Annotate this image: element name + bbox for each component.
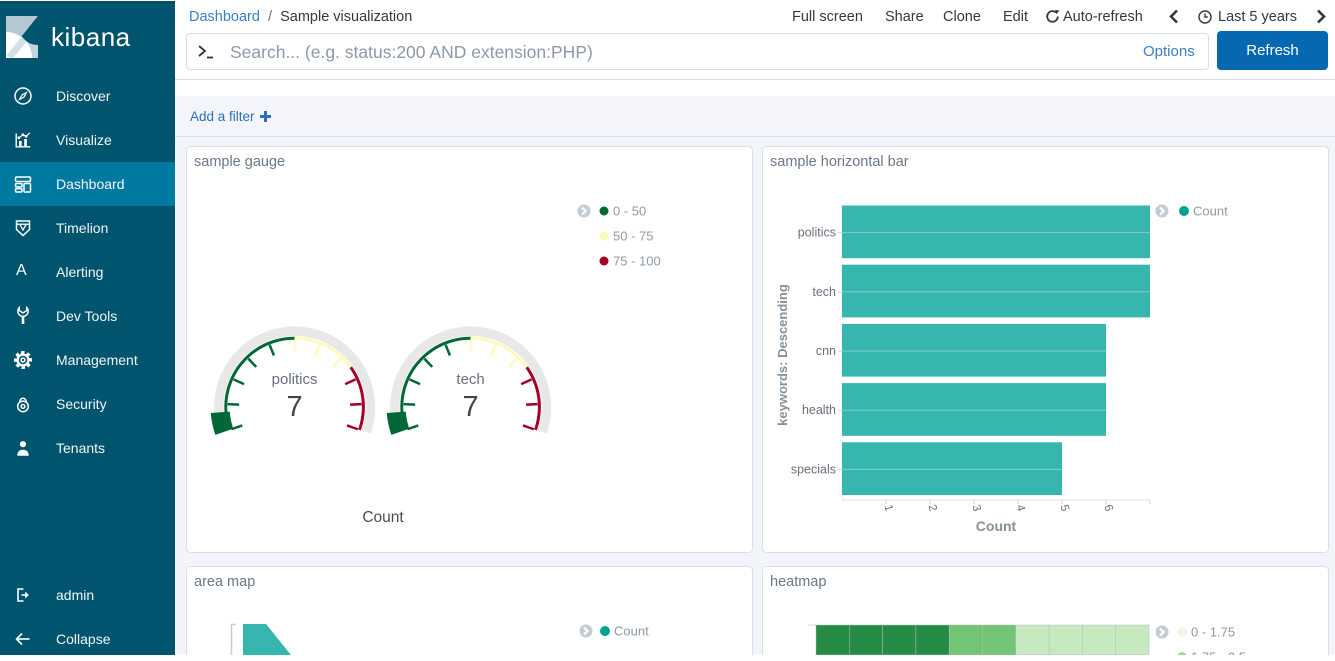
svg-text:50 - 75: 50 - 75 [613, 229, 653, 244]
svg-text:health: health [802, 403, 836, 417]
svg-text:heatmap: heatmap [770, 574, 826, 590]
svg-text:cnn: cnn [816, 344, 836, 358]
svg-text:specials: specials [791, 462, 836, 476]
svg-text:1.75 - 3.5: 1.75 - 3.5 [1191, 650, 1246, 656]
svg-text:Count: Count [362, 509, 404, 526]
svg-text:75 - 100: 75 - 100 [613, 254, 661, 269]
svg-text:Count: Count [976, 518, 1017, 534]
svg-text:Count: Count [614, 624, 649, 639]
svg-text:area map: area map [194, 574, 255, 590]
svg-text:sample horizontal bar: sample horizontal bar [770, 154, 909, 170]
svg-text:7: 7 [463, 391, 479, 423]
svg-text:0 - 1.75: 0 - 1.75 [1191, 625, 1235, 640]
svg-text:tech: tech [812, 285, 836, 299]
svg-text:Count: Count [1193, 204, 1228, 219]
svg-text:tech: tech [456, 371, 484, 388]
svg-text:sample gauge: sample gauge [194, 154, 285, 170]
svg-text:keywords: Descending: keywords: Descending [775, 284, 790, 426]
svg-text:politics: politics [798, 226, 836, 240]
svg-text:politics: politics [272, 371, 318, 388]
svg-text:0 - 50: 0 - 50 [613, 204, 646, 219]
svg-text:7: 7 [287, 391, 303, 423]
